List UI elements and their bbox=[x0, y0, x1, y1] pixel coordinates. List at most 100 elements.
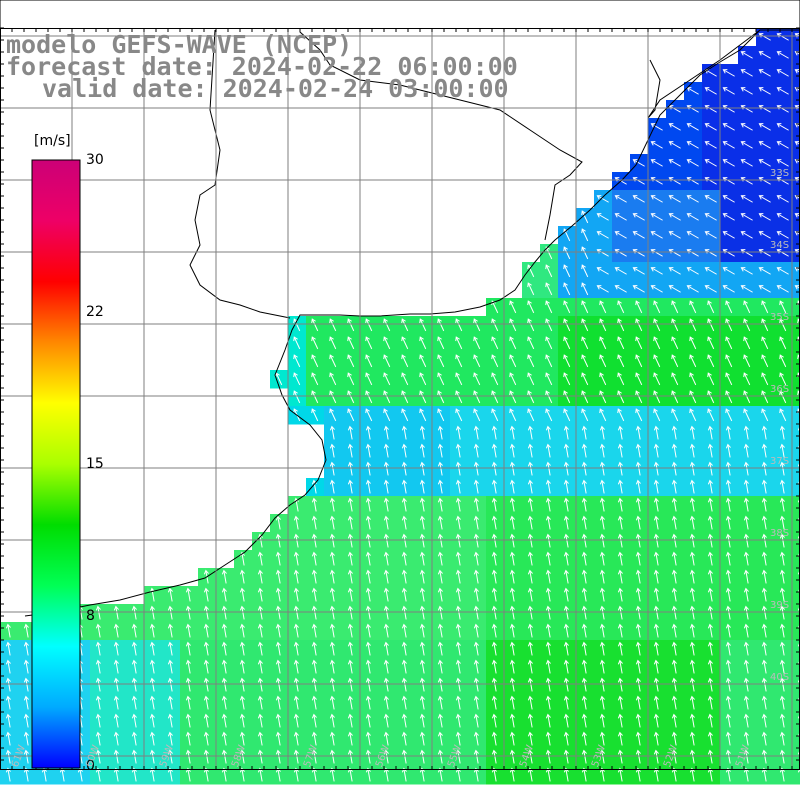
wind-arrow-head bbox=[473, 354, 478, 360]
wind-arrow-shaft bbox=[687, 105, 699, 113]
wind-arrow-head bbox=[776, 69, 782, 74]
wind-arrow-head bbox=[527, 336, 532, 342]
wind-arrow-head bbox=[776, 123, 782, 128]
wind-arrow-head bbox=[722, 267, 728, 272]
wind-arrow-head bbox=[671, 300, 676, 306]
wind-arrow-head bbox=[419, 354, 424, 360]
wind-arrow-head bbox=[776, 195, 782, 200]
wind-arrow-head bbox=[740, 231, 746, 236]
wind-arrow bbox=[365, 318, 373, 332]
speed-cell bbox=[792, 676, 800, 695]
wind-arrow bbox=[509, 354, 517, 368]
wind-arrow-shaft bbox=[383, 336, 391, 350]
wind-arrow-shaft bbox=[687, 123, 699, 131]
wind-arrow-shaft bbox=[761, 318, 769, 332]
wind-arrow bbox=[776, 267, 789, 275]
wind-arrow-head bbox=[632, 195, 638, 200]
wind-arrow bbox=[776, 51, 789, 59]
wind-arrow-shaft bbox=[669, 195, 681, 203]
wind-arrow-head bbox=[704, 231, 710, 236]
wind-arrow bbox=[509, 336, 517, 350]
wind-arrow-head bbox=[668, 285, 674, 290]
wind-arrow bbox=[740, 213, 753, 221]
wind-arrow-head bbox=[653, 336, 658, 342]
wind-arrow-shaft bbox=[777, 123, 789, 131]
wind-arrow bbox=[740, 123, 753, 131]
wind-arrow bbox=[563, 264, 571, 278]
speed-cell bbox=[792, 280, 800, 299]
wind-arrow bbox=[473, 336, 481, 350]
wind-arrow-head bbox=[581, 228, 586, 234]
wind-arrow-shaft bbox=[795, 231, 800, 235]
wind-arrow-head bbox=[509, 354, 514, 360]
wind-arrow-shaft bbox=[687, 267, 699, 275]
wind-arrow-shaft bbox=[455, 336, 463, 350]
speed-cell bbox=[792, 226, 800, 245]
wind-arrow bbox=[758, 231, 771, 239]
wind-arrow-shaft bbox=[633, 195, 645, 203]
wind-arrow bbox=[671, 300, 679, 314]
wind-arrow-head bbox=[686, 123, 692, 128]
wind-arrow bbox=[617, 318, 625, 332]
wind-arrow-shaft bbox=[723, 195, 735, 203]
wind-arrow-head bbox=[650, 123, 656, 128]
wind-arrow-shaft bbox=[725, 318, 733, 332]
wind-arrow-shaft bbox=[707, 318, 715, 332]
wind-arrow-shaft bbox=[401, 336, 409, 350]
wind-arrow-head bbox=[581, 318, 586, 324]
wind-arrow-shaft bbox=[635, 318, 643, 332]
speed-cell bbox=[792, 460, 800, 479]
wind-arrow-head bbox=[722, 69, 728, 74]
wind-arrow-shaft bbox=[527, 264, 535, 278]
wind-arrow-shaft bbox=[669, 213, 681, 221]
wind-arrow-shaft bbox=[759, 105, 771, 113]
wind-arrow bbox=[437, 318, 445, 332]
wind-arrow-shaft bbox=[705, 285, 717, 293]
wind-arrow-head bbox=[383, 336, 388, 342]
colorbar-tick-22: 22 bbox=[86, 304, 104, 320]
wind-arrow-head bbox=[650, 141, 656, 146]
wind-arrow bbox=[722, 141, 735, 149]
wind-arrow-shaft bbox=[615, 249, 627, 257]
wind-arrow bbox=[776, 69, 789, 77]
wind-arrow-head bbox=[632, 159, 638, 164]
wind-arrow bbox=[794, 213, 800, 218]
wind-arrow bbox=[596, 213, 609, 221]
colorbar-tick-8: 8 bbox=[86, 608, 95, 624]
wind-arrow-shaft bbox=[383, 318, 391, 332]
wind-arrow-shaft bbox=[671, 300, 679, 314]
wind-arrow-head bbox=[614, 285, 620, 290]
wind-arrow-shaft bbox=[741, 267, 753, 275]
wind-arrow-head bbox=[758, 213, 764, 218]
lat-label: 39S bbox=[770, 600, 790, 611]
wind-arrow bbox=[725, 318, 733, 332]
wind-arrow bbox=[707, 300, 715, 314]
wind-arrow-shaft bbox=[329, 318, 337, 332]
wind-arrow bbox=[758, 141, 771, 149]
wind-arrow-head bbox=[635, 318, 640, 324]
wind-arrow-head bbox=[689, 300, 694, 306]
wind-arrow-shaft bbox=[365, 354, 373, 368]
wind-arrow-head bbox=[758, 123, 764, 128]
wind-arrow-head bbox=[653, 318, 658, 324]
wind-arrow bbox=[419, 336, 427, 350]
wind-arrow-shaft bbox=[687, 195, 699, 203]
wind-arrow-shaft bbox=[617, 318, 625, 332]
speed-cell bbox=[792, 172, 800, 191]
wind-arrow-head bbox=[419, 336, 424, 342]
wind-arrow bbox=[401, 354, 409, 368]
wind-arrow-head bbox=[668, 231, 674, 236]
wind-arrow bbox=[653, 336, 661, 350]
wind-arrow-shaft bbox=[779, 300, 787, 314]
wind-arrow bbox=[740, 267, 753, 275]
wind-arrow bbox=[563, 336, 571, 350]
wind-arrow-shaft bbox=[723, 123, 735, 131]
wind-arrow-shaft bbox=[777, 285, 789, 293]
wind-arrow-head bbox=[794, 141, 800, 146]
wind-arrow-shaft bbox=[633, 159, 645, 167]
speed-cell bbox=[792, 442, 800, 461]
wind-arrow bbox=[527, 300, 535, 314]
wind-arrow bbox=[650, 267, 663, 275]
wind-arrow-shaft bbox=[671, 318, 679, 332]
wind-arrow-shaft bbox=[651, 123, 663, 131]
